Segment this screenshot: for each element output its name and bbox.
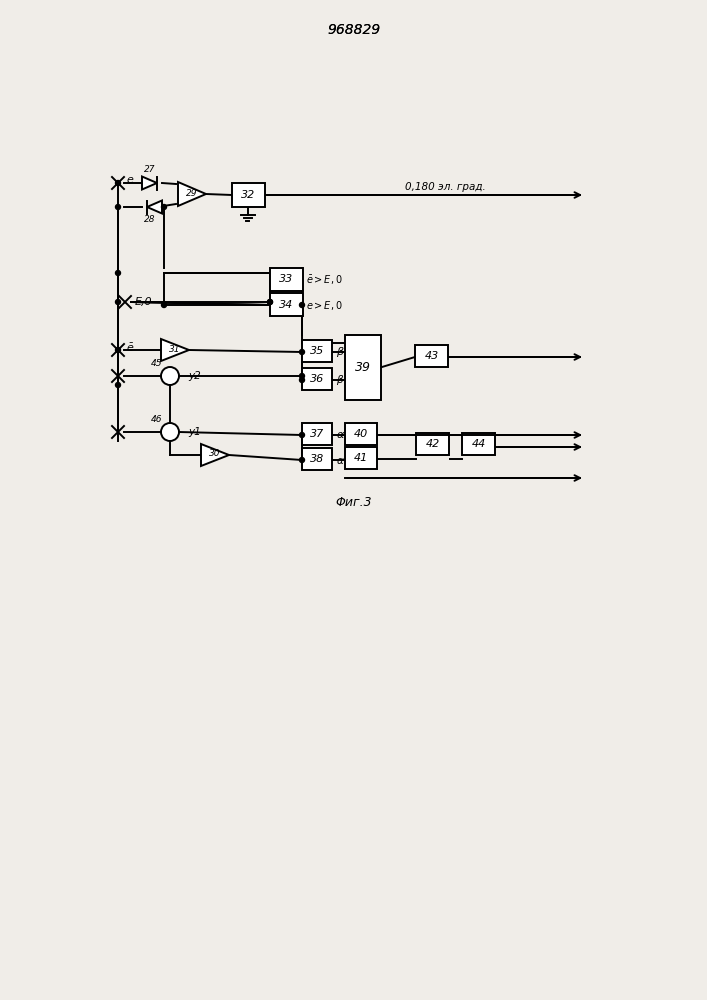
Text: 41: 41: [354, 453, 368, 463]
Text: $\beta$: $\beta$: [336, 345, 345, 359]
Text: 34: 34: [279, 300, 293, 310]
Polygon shape: [178, 182, 206, 206]
Text: 31: 31: [169, 344, 181, 354]
Bar: [302, 448, 332, 470]
Bar: [270, 268, 303, 291]
Circle shape: [300, 350, 305, 355]
Text: y1: y1: [189, 427, 201, 437]
Bar: [345, 423, 377, 445]
Circle shape: [300, 302, 305, 308]
Text: 968829: 968829: [327, 23, 380, 37]
Text: 36: 36: [310, 374, 324, 384]
Circle shape: [115, 205, 120, 210]
Text: 38: 38: [310, 454, 324, 464]
Bar: [345, 335, 381, 400]
Text: 42: 42: [426, 439, 440, 449]
Text: 44: 44: [472, 439, 486, 449]
Text: 30: 30: [209, 450, 221, 458]
Text: $\bar{e}>E,0$: $\bar{e}>E,0$: [306, 273, 343, 287]
Circle shape: [115, 382, 120, 387]
Text: 46: 46: [151, 416, 163, 424]
Text: 29: 29: [186, 188, 198, 198]
Text: 40: 40: [354, 429, 368, 439]
Text: y2: y2: [189, 371, 201, 381]
Circle shape: [115, 348, 120, 353]
Text: 35: 35: [310, 346, 324, 356]
Polygon shape: [142, 176, 157, 190]
Bar: [302, 340, 332, 362]
Polygon shape: [161, 339, 189, 361]
Polygon shape: [201, 444, 229, 466]
Text: 37: 37: [310, 429, 324, 439]
Circle shape: [115, 180, 120, 186]
Bar: [302, 423, 332, 445]
Circle shape: [267, 300, 272, 304]
Bar: [462, 433, 495, 455]
Text: $\alpha+\pi$: $\alpha+\pi$: [336, 454, 364, 466]
Circle shape: [115, 300, 120, 304]
Circle shape: [300, 377, 305, 382]
Circle shape: [300, 432, 305, 438]
Circle shape: [161, 423, 179, 441]
Circle shape: [161, 302, 167, 308]
Text: 45: 45: [151, 360, 163, 368]
Bar: [415, 345, 448, 367]
Text: $\beta+\pi$: $\beta+\pi$: [336, 373, 364, 387]
Bar: [416, 433, 449, 455]
Bar: [270, 293, 303, 316]
Circle shape: [115, 270, 120, 275]
Text: $\alpha$: $\alpha$: [336, 430, 345, 440]
Text: $e>E,0$: $e>E,0$: [306, 298, 343, 312]
Circle shape: [300, 458, 305, 462]
Text: 33: 33: [279, 274, 293, 284]
Text: 39: 39: [355, 361, 371, 374]
Text: 968829: 968829: [327, 23, 380, 37]
Bar: [302, 368, 332, 390]
Text: 27: 27: [144, 165, 156, 174]
Text: 43: 43: [424, 351, 438, 361]
Polygon shape: [147, 200, 162, 214]
Circle shape: [161, 367, 179, 385]
Circle shape: [161, 205, 167, 210]
Text: Φиг.3: Φиг.3: [336, 495, 373, 508]
Text: e: e: [126, 175, 133, 185]
Text: E,0: E,0: [135, 297, 153, 307]
Circle shape: [267, 300, 272, 304]
Bar: [345, 447, 377, 469]
Text: $\bar{e}$: $\bar{e}$: [126, 342, 134, 354]
Circle shape: [300, 373, 305, 378]
Text: 0,180 эл. град.: 0,180 эл. град.: [404, 182, 486, 192]
Bar: [232, 183, 265, 207]
Text: 32: 32: [241, 190, 256, 200]
Text: 28: 28: [144, 216, 156, 225]
